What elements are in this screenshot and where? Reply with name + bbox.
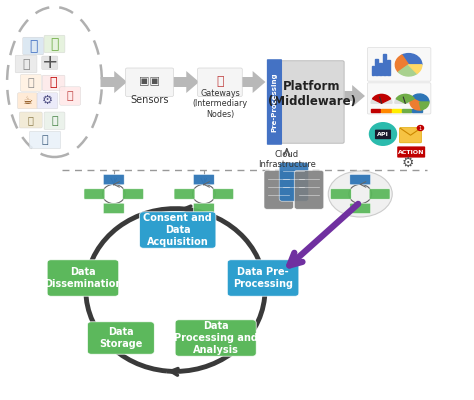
Text: Data
Dissemination: Data Dissemination: [44, 267, 122, 289]
FancyBboxPatch shape: [15, 55, 37, 73]
FancyBboxPatch shape: [60, 87, 81, 105]
Text: 🏠: 🏠: [50, 37, 59, 51]
Wedge shape: [419, 102, 429, 110]
FancyBboxPatch shape: [213, 189, 234, 199]
Text: 🚗: 🚗: [50, 76, 57, 89]
Polygon shape: [100, 71, 127, 93]
Wedge shape: [395, 55, 409, 72]
Bar: [383, 54, 386, 75]
FancyBboxPatch shape: [193, 203, 214, 214]
Text: Cloud
Infrastructure: Cloud Infrastructure: [258, 150, 316, 170]
FancyBboxPatch shape: [294, 170, 324, 209]
FancyBboxPatch shape: [367, 83, 431, 114]
Wedge shape: [396, 94, 414, 103]
FancyBboxPatch shape: [198, 68, 242, 96]
Bar: [381, 109, 391, 112]
FancyBboxPatch shape: [20, 74, 41, 91]
Wedge shape: [371, 94, 392, 103]
FancyBboxPatch shape: [37, 93, 58, 109]
Text: 📡: 📡: [216, 75, 224, 88]
Text: 🏟: 🏟: [42, 135, 48, 145]
Text: Gateways
(Intermediary
Nodes): Gateways (Intermediary Nodes): [192, 89, 247, 119]
Polygon shape: [173, 71, 199, 93]
FancyBboxPatch shape: [193, 174, 214, 185]
Text: ▣▣: ▣▣: [139, 76, 160, 86]
Text: ⏱: ⏱: [27, 78, 34, 88]
FancyBboxPatch shape: [350, 203, 371, 214]
Polygon shape: [345, 85, 365, 107]
FancyBboxPatch shape: [23, 37, 44, 55]
FancyBboxPatch shape: [350, 174, 371, 185]
Text: API: API: [377, 132, 389, 137]
FancyBboxPatch shape: [175, 320, 256, 356]
FancyBboxPatch shape: [397, 146, 425, 158]
Bar: [371, 109, 380, 112]
Wedge shape: [399, 65, 417, 76]
FancyBboxPatch shape: [330, 189, 351, 199]
FancyBboxPatch shape: [367, 48, 431, 81]
FancyBboxPatch shape: [103, 174, 124, 185]
Bar: [387, 60, 390, 75]
FancyBboxPatch shape: [44, 112, 65, 130]
FancyBboxPatch shape: [267, 59, 282, 145]
Text: Sensors: Sensors: [130, 95, 169, 105]
Wedge shape: [402, 54, 422, 65]
FancyBboxPatch shape: [18, 93, 37, 109]
Text: Data Pre-
Processing: Data Pre- Processing: [233, 267, 293, 289]
FancyBboxPatch shape: [280, 61, 344, 143]
Bar: [392, 109, 401, 112]
FancyBboxPatch shape: [400, 128, 421, 143]
Circle shape: [369, 122, 397, 146]
Text: ⚙: ⚙: [401, 155, 414, 170]
FancyBboxPatch shape: [44, 35, 65, 53]
FancyBboxPatch shape: [42, 75, 65, 90]
Text: 1: 1: [419, 126, 422, 130]
FancyBboxPatch shape: [123, 189, 144, 199]
Text: Pre-Processing: Pre-Processing: [272, 72, 277, 132]
FancyBboxPatch shape: [139, 212, 216, 248]
Wedge shape: [411, 94, 429, 102]
Bar: [372, 66, 374, 75]
Bar: [402, 109, 411, 112]
FancyBboxPatch shape: [47, 260, 118, 296]
Circle shape: [417, 125, 424, 131]
Text: ☕: ☕: [22, 96, 33, 106]
Text: 🏭: 🏭: [67, 91, 73, 101]
Text: ACTION: ACTION: [398, 150, 424, 154]
Bar: [375, 59, 378, 75]
Polygon shape: [242, 71, 265, 93]
Text: 📦: 📦: [51, 116, 58, 126]
Text: Data
Processing and
Analysis: Data Processing and Analysis: [174, 321, 257, 355]
FancyBboxPatch shape: [87, 322, 155, 354]
FancyBboxPatch shape: [375, 130, 391, 139]
Text: Data
Storage: Data Storage: [99, 327, 143, 349]
Text: 🏠: 🏠: [29, 39, 37, 53]
Text: 🏛: 🏛: [22, 58, 30, 70]
FancyBboxPatch shape: [84, 189, 105, 199]
Text: Consent and
Data
Acquisition: Consent and Data Acquisition: [143, 213, 212, 247]
Wedge shape: [409, 65, 422, 73]
Text: Platform
(Middleware): Platform (Middleware): [268, 80, 356, 108]
FancyBboxPatch shape: [174, 189, 195, 199]
Text: +: +: [42, 53, 58, 72]
FancyBboxPatch shape: [369, 189, 390, 199]
Wedge shape: [410, 98, 421, 110]
FancyBboxPatch shape: [29, 131, 61, 149]
Bar: [412, 109, 422, 112]
Text: 🌉: 🌉: [28, 115, 34, 125]
FancyBboxPatch shape: [19, 112, 42, 128]
Text: ⚙: ⚙: [42, 94, 53, 107]
FancyBboxPatch shape: [279, 162, 309, 201]
FancyBboxPatch shape: [228, 260, 299, 296]
Ellipse shape: [328, 171, 392, 217]
FancyBboxPatch shape: [264, 170, 293, 209]
Wedge shape: [395, 94, 416, 103]
Wedge shape: [373, 94, 391, 103]
FancyBboxPatch shape: [103, 203, 124, 214]
FancyBboxPatch shape: [126, 68, 173, 96]
FancyBboxPatch shape: [42, 56, 58, 70]
Bar: [379, 63, 382, 75]
